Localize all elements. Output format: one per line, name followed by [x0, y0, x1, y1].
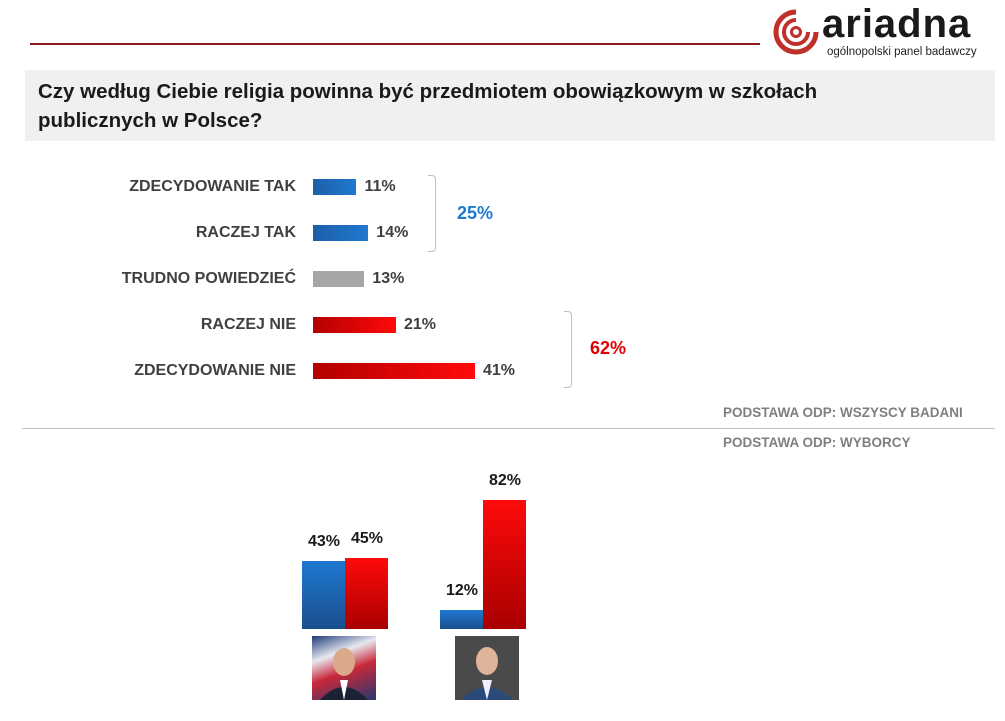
category-label: RACZEJ NIE	[200, 316, 296, 333]
category-label: ZDECYDOWANIE NIE	[134, 362, 296, 379]
bar	[440, 610, 483, 629]
section-separator	[22, 428, 995, 429]
header-rule	[30, 43, 760, 45]
base-note-voters: PODSTAWA ODP: WYBORCY	[723, 435, 911, 450]
group-bracket-no	[564, 311, 572, 388]
person-portrait-icon	[320, 648, 368, 700]
candidate-photo-2	[455, 636, 519, 700]
candidate-photo-1	[312, 636, 376, 700]
bar	[313, 271, 365, 287]
data-label: 14%	[376, 224, 409, 241]
data-label: 43%	[307, 533, 341, 551]
data-label: 13%	[372, 270, 405, 287]
bar	[313, 317, 396, 333]
data-label: 11%	[364, 178, 396, 195]
bar	[345, 558, 388, 629]
ariadna-spiral-icon	[773, 9, 819, 55]
logo-word: ariadna	[822, 2, 972, 46]
bar	[313, 179, 357, 195]
group-total-yes: 25%	[457, 203, 494, 223]
question-title: Czy według Ciebie religia powinna być pr…	[38, 80, 818, 132]
data-label: 41%	[482, 362, 515, 379]
data-label: 21%	[403, 316, 436, 333]
bar	[313, 225, 369, 241]
group-bracket-yes	[428, 175, 436, 252]
data-label: 45%	[350, 530, 384, 548]
bar	[313, 363, 475, 379]
base-note-all: PODSTAWA ODP: WSZYSCY BADANI	[723, 405, 963, 420]
category-label: TRUDNO POWIEDZIEĆ	[121, 270, 296, 287]
bar	[302, 561, 345, 629]
bar	[483, 500, 526, 629]
group-total-no: 62%	[590, 338, 627, 358]
person-portrait-icon	[461, 647, 513, 700]
category-label: RACZEJ TAK	[195, 224, 296, 241]
category-label: ZDECYDOWANIE TAK	[129, 178, 296, 195]
ariadna-logo: ariadna ogólnopolski panel badawczy	[772, 2, 997, 62]
title-band	[25, 70, 995, 141]
data-label: 82%	[488, 472, 522, 490]
logo-subtitle: ogólnopolski panel badawczy	[827, 46, 977, 58]
data-label: 12%	[445, 582, 479, 600]
